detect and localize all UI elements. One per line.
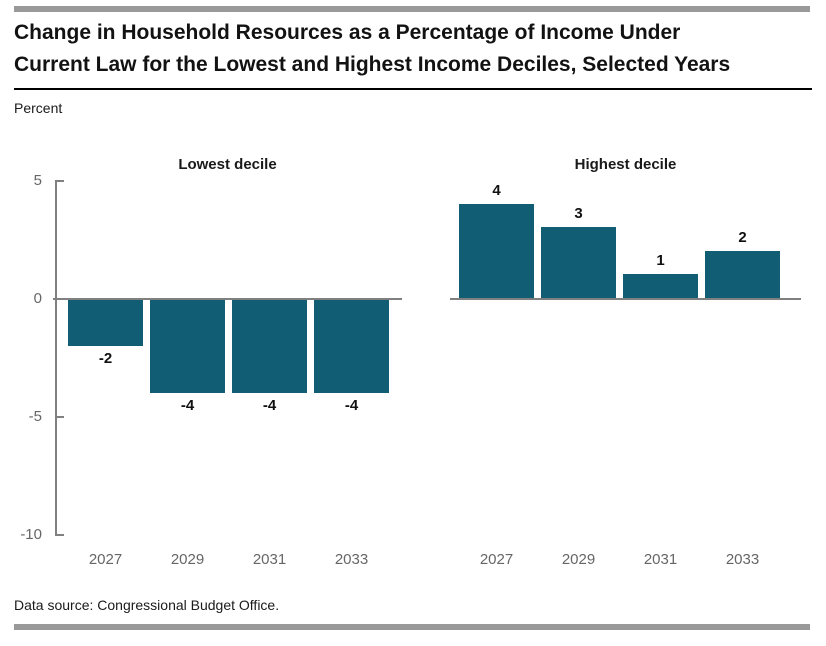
y-axis-tick-label: 0 — [33, 290, 42, 307]
x-axis-year-label: 2033 — [725, 551, 760, 568]
bar-value-label: -2 — [98, 350, 113, 368]
chart-title-line2: Current Law for the Lowest and Highest I… — [14, 53, 731, 76]
zero-baseline — [450, 298, 801, 300]
chart-title: Change in Household Resources as a Perce… — [14, 17, 814, 81]
y-axis-tick — [55, 416, 64, 418]
bar — [150, 299, 225, 394]
bar — [68, 299, 143, 347]
title-rule — [14, 88, 812, 90]
bar — [314, 299, 389, 394]
bar — [541, 227, 616, 298]
bar — [232, 299, 307, 394]
bar-value-label: 3 — [574, 205, 583, 223]
panel-title: Highest decile — [574, 156, 677, 173]
y-axis-unit-label: Percent — [14, 100, 63, 116]
panel-title: Lowest decile — [178, 156, 277, 173]
x-axis-year-label: 2031 — [252, 551, 287, 568]
bar — [623, 274, 698, 298]
bar-value-label: -4 — [344, 397, 359, 415]
data-source-note: Data source: Congressional Budget Office… — [14, 597, 280, 613]
x-axis-year-label: 2031 — [643, 551, 678, 568]
bar-value-label: -4 — [180, 397, 195, 415]
x-axis-year-label: 2027 — [88, 551, 123, 568]
x-axis-year-label: 2027 — [479, 551, 514, 568]
bar-value-label: -4 — [262, 397, 277, 415]
x-axis-year-label: 2033 — [334, 551, 369, 568]
x-axis-year-label: 2029 — [561, 551, 596, 568]
bar-value-label: 4 — [492, 181, 501, 199]
zero-baseline — [53, 298, 402, 300]
bar-value-label: 1 — [656, 252, 665, 270]
y-axis-tick-label: -10 — [20, 526, 42, 543]
bar — [705, 250, 780, 298]
y-axis-tick-label: -5 — [28, 408, 42, 425]
bottom-divider-bar — [14, 624, 810, 630]
y-axis-tick-label: 5 — [33, 172, 42, 189]
y-axis-tick — [55, 180, 64, 182]
x-axis-year-label: 2029 — [170, 551, 205, 568]
y-axis-tick — [55, 534, 64, 536]
top-divider-bar — [14, 6, 810, 12]
bar-value-label: 2 — [738, 228, 747, 246]
chart-title-line1: Change in Household Resources as a Perce… — [14, 21, 681, 44]
y-axis-line — [55, 180, 57, 534]
bar — [459, 203, 534, 298]
